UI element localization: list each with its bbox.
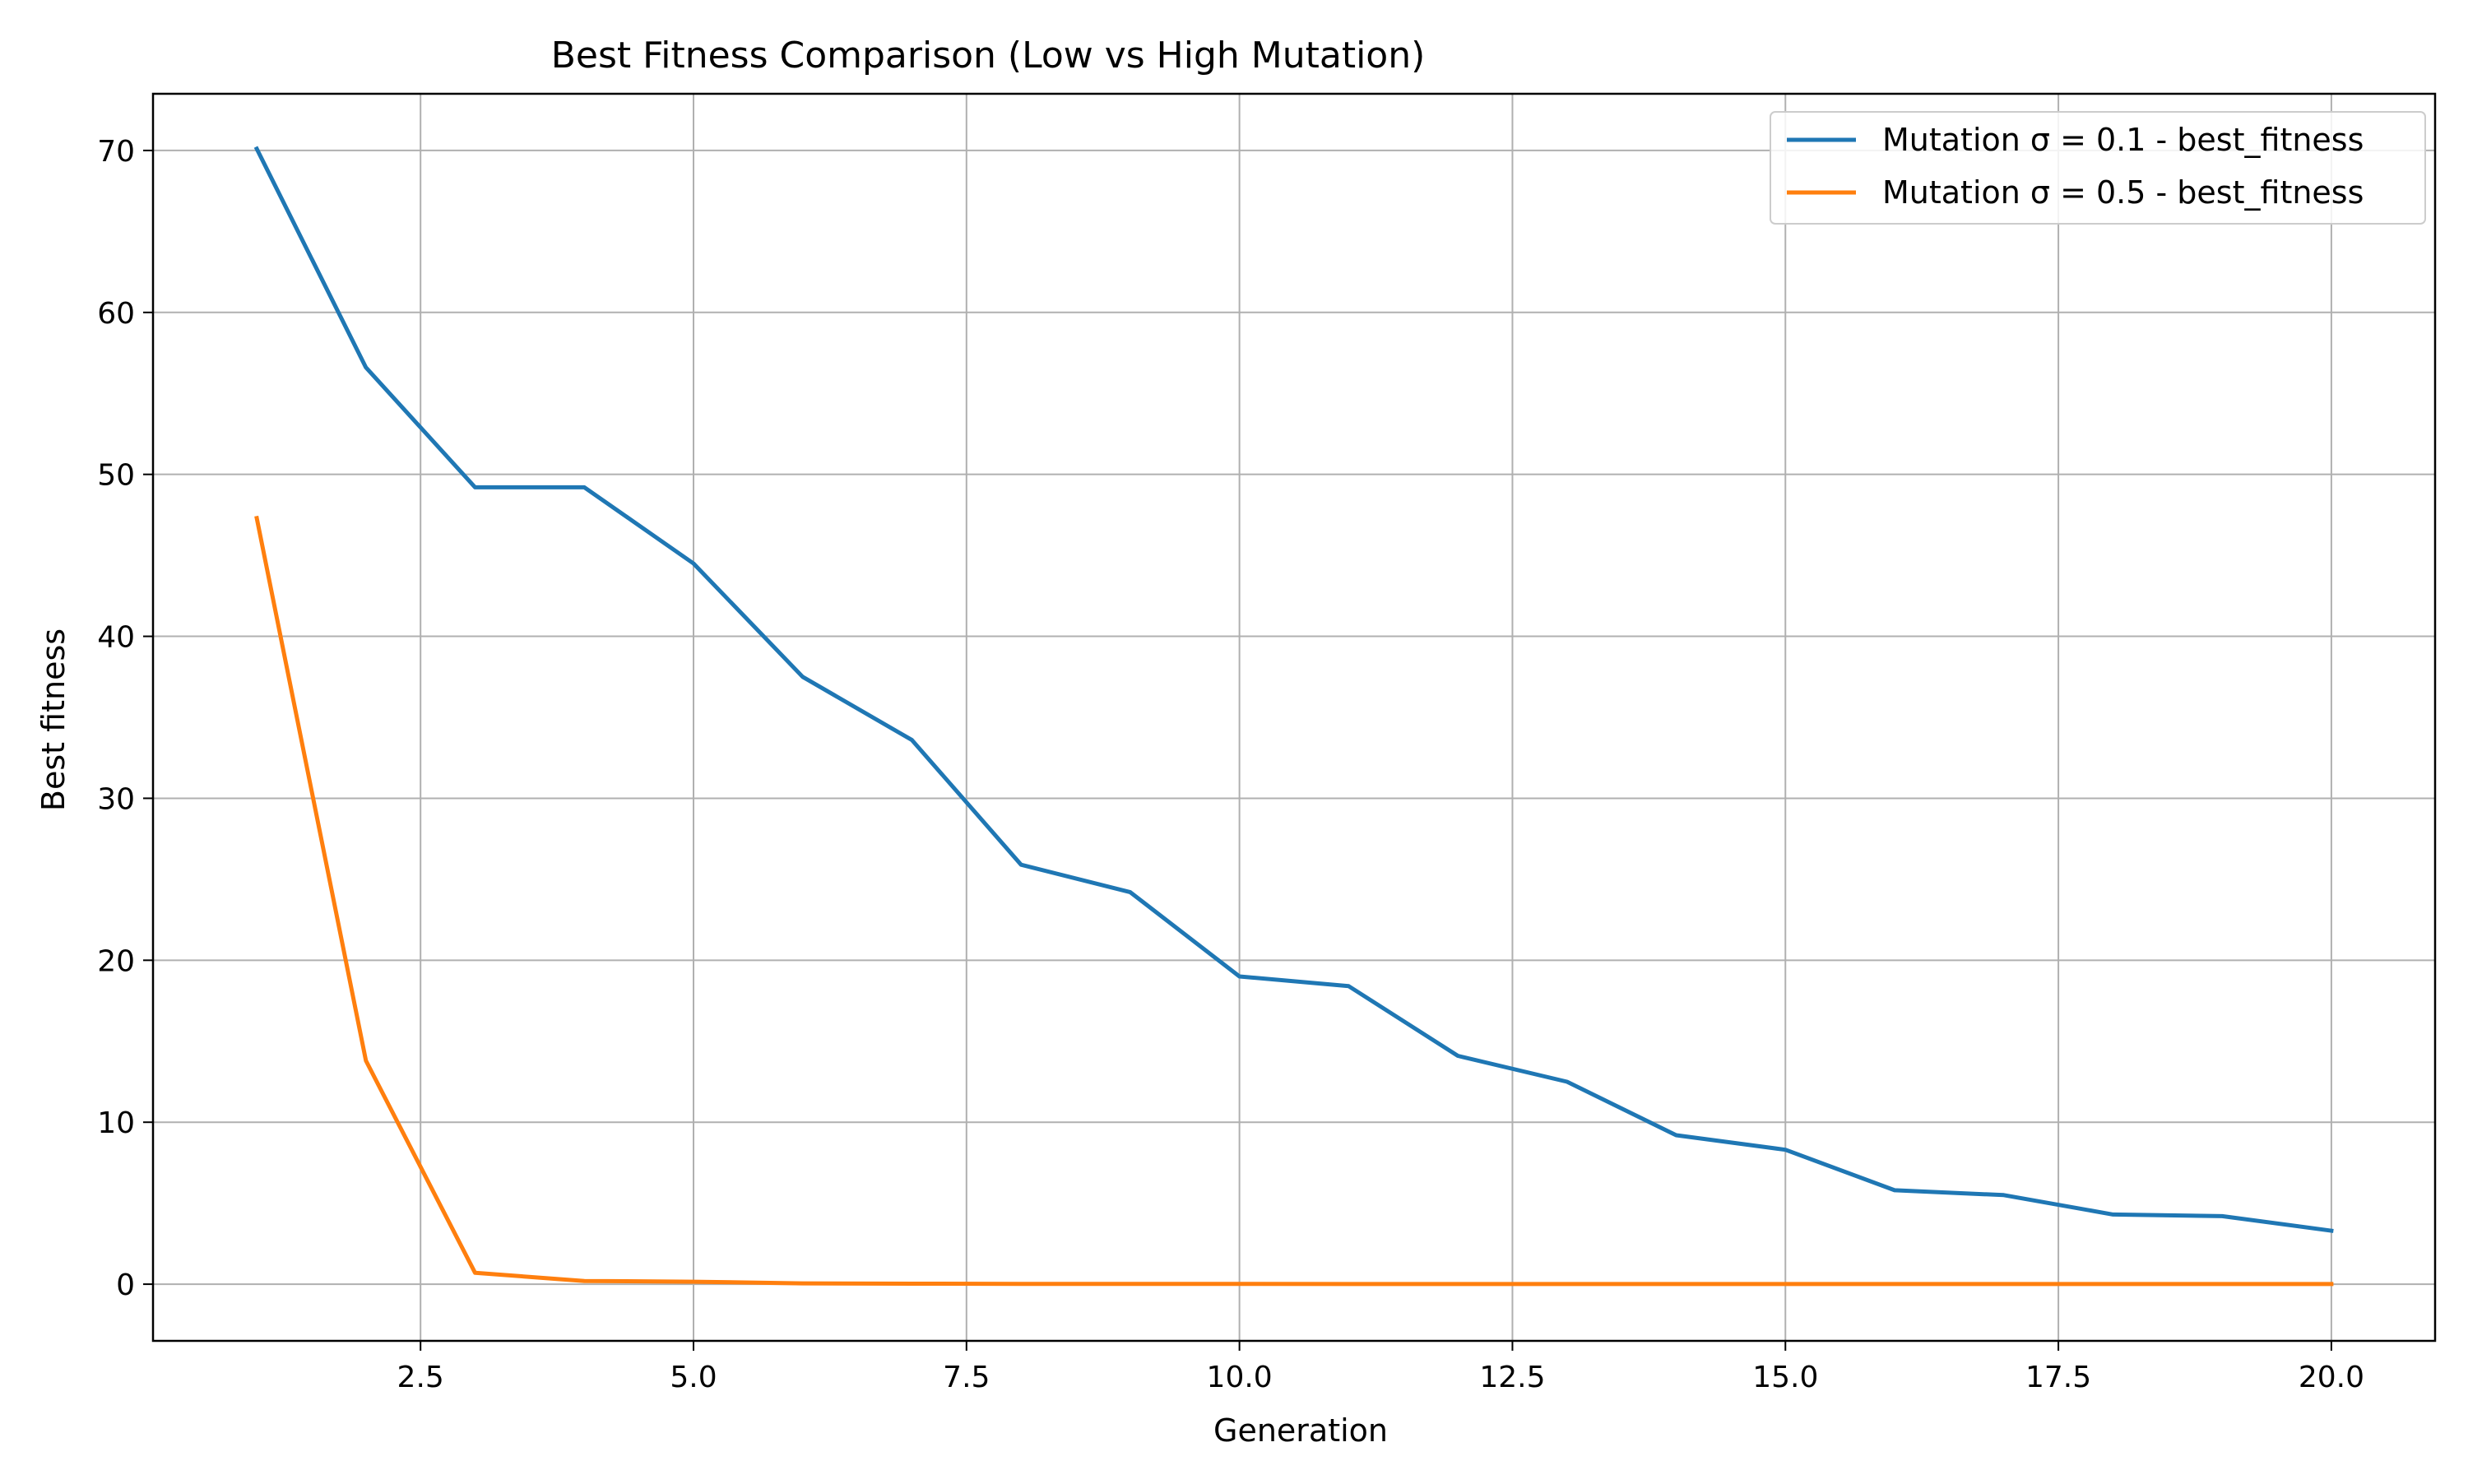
y-tick-label: 70 (97, 135, 135, 169)
x-axis-label: Generation (1213, 1412, 1388, 1449)
x-tick-label: 12.5 (1479, 1361, 1545, 1394)
legend-box (1770, 111, 2426, 225)
chart-title: Best Fitness Comparison (Low vs High Mut… (551, 35, 1426, 77)
y-tick-label: 30 (97, 782, 135, 816)
y-tick-label: 10 (97, 1106, 135, 1140)
x-tick-label: 10.0 (1207, 1361, 1273, 1394)
y-axis-label: Best fitness (35, 628, 72, 811)
y-tick-label: 20 (97, 944, 135, 978)
series-lines (253, 146, 2334, 1287)
y-tick-label: 0 (116, 1268, 135, 1302)
grid-lines (153, 94, 2435, 1341)
y-tick-label: 60 (97, 297, 135, 331)
x-tick-label: 7.5 (943, 1361, 990, 1394)
series-line-1 (253, 146, 2334, 1233)
y-tick-label: 40 (97, 621, 135, 655)
x-tick-label: 15.0 (1752, 1361, 1818, 1394)
x-tick-label: 20.0 (2299, 1361, 2364, 1394)
legend-label-series-2: Mutation σ = 0.5 - best_fitness (1882, 174, 2364, 211)
legend: Mutation σ = 0.1 - best_fitness Mutation… (1770, 111, 2426, 225)
x-tick-label: 17.5 (2025, 1361, 2091, 1394)
y-tick-label: 50 (97, 459, 135, 493)
x-tick-label: 5.0 (670, 1361, 717, 1394)
series-line-2 (254, 515, 2334, 1287)
x-tick-label: 2.5 (397, 1361, 444, 1394)
legend-label-series-1: Mutation σ = 0.1 - best_fitness (1882, 122, 2364, 158)
plot-frame (151, 92, 2437, 1343)
axis-ticks: 2.5 5.0 7.5 10.0 12.5 15.0 17.5 20.0 0 10 20 30 40 50… (97, 135, 2364, 1394)
